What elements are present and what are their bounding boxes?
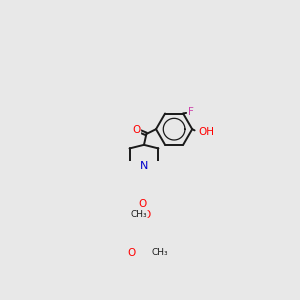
Text: O: O	[132, 125, 140, 135]
Text: CH₃: CH₃	[152, 248, 168, 256]
Text: OH: OH	[198, 127, 214, 136]
Text: O: O	[142, 210, 150, 220]
Text: O: O	[139, 199, 147, 209]
Text: CH₃: CH₃	[130, 210, 147, 219]
Text: O: O	[128, 248, 136, 258]
Text: F: F	[188, 107, 194, 117]
Text: N: N	[140, 161, 148, 171]
